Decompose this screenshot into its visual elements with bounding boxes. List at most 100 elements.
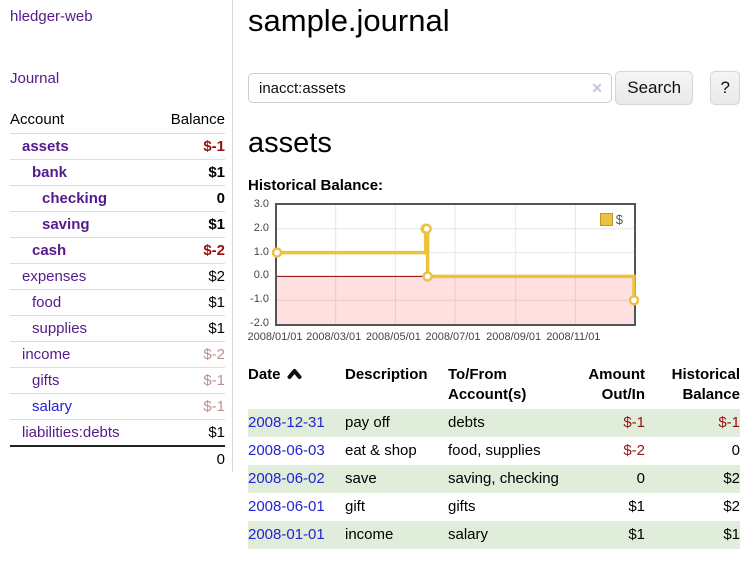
register-header-row: Date Description To/From Account(s) Amou… — [248, 363, 740, 409]
sort-ascending-icon — [287, 369, 302, 379]
account-link[interactable]: assets — [22, 138, 69, 155]
register-col-amount: Amount Out/In — [588, 366, 645, 403]
account-link[interactable]: saving — [42, 216, 90, 233]
transaction-balance: $2 — [723, 498, 740, 515]
x-axis-tick-label: 2008/09/01 — [486, 331, 542, 343]
account-link[interactable]: cash — [32, 242, 67, 259]
account-balance: $2 — [153, 263, 225, 290]
account-link[interactable]: food — [32, 294, 62, 311]
account-row: supplies $1 — [10, 315, 225, 342]
transaction-date-link[interactable]: 2008-06-02 — [248, 470, 325, 487]
account-row: checking 0 — [10, 185, 225, 212]
transaction-balance: $-1 — [645, 409, 740, 437]
accounts-col-balance: Balance — [170, 111, 225, 128]
account-heading: assets — [248, 127, 332, 159]
account-balance: $-2 — [153, 237, 225, 264]
y-axis-tick-label: -1.0 — [250, 293, 269, 306]
account-balance: $1 — [153, 159, 225, 186]
y-axis: 3.0 2.0 1.0 0.0 -1.0 -2.0 — [231, 198, 269, 329]
main-content: sample.journal ✕ Search ? assets Histori… — [247, 0, 740, 549]
accounts-total-row: 0 — [10, 445, 225, 472]
transaction-date-link[interactable]: 2008-06-03 — [248, 442, 325, 459]
transaction-description: eat & shop — [345, 442, 417, 459]
transaction-balance: $2 — [645, 465, 740, 493]
transaction-balance: $1 — [645, 521, 740, 549]
transaction-balance: 0 — [731, 442, 740, 459]
accounts-total-balance: 0 — [153, 445, 225, 472]
transaction-description: income — [345, 521, 448, 549]
transaction-amount: $1 — [628, 498, 645, 515]
transaction-description: gift — [345, 498, 366, 515]
page-title: sample.journal — [248, 3, 450, 38]
transaction-accounts: food, supplies — [448, 442, 541, 459]
y-axis-tick-label: 1.0 — [253, 245, 269, 258]
account-balance: $-1 — [153, 133, 225, 160]
chart-canvas — [271, 205, 640, 324]
x-axis-tick-label: 2008/03/01 — [306, 331, 362, 343]
account-row: bank $1 — [10, 159, 225, 186]
account-row: food $1 — [10, 289, 225, 316]
account-balance: $-1 — [153, 367, 225, 394]
account-balance: $-2 — [153, 341, 225, 368]
transaction-amount: 0 — [573, 465, 645, 493]
y-axis-tick-label: 3.0 — [253, 198, 269, 210]
app-brand-link[interactable]: hledger-web — [10, 8, 93, 25]
chart-legend: $ — [597, 211, 625, 228]
transaction-date-link[interactable]: 2008-01-01 — [248, 526, 325, 543]
x-axis-tick-label: 2008/07/01 — [425, 331, 481, 343]
account-balance: 0 — [153, 185, 225, 212]
account-balance: $1 — [153, 419, 225, 446]
x-axis-tick-label: 2008/05/01 — [365, 331, 421, 343]
transaction-accounts: debts — [448, 409, 573, 437]
transaction-description: save — [345, 465, 448, 493]
account-row: salary $-1 — [10, 393, 225, 420]
accounts-table: Account Balance assets $-1 bank $1 check… — [10, 108, 225, 472]
account-link[interactable]: supplies — [32, 320, 88, 337]
help-button[interactable]: ? — [710, 71, 740, 105]
transaction-amount: $-1 — [573, 409, 645, 437]
register-row: 2008-01-01 income salary $1 $1 — [248, 521, 740, 549]
clear-search-icon[interactable]: ✕ — [591, 80, 603, 96]
y-axis-tick-label: 2.0 — [253, 221, 269, 234]
register-col-description: Description — [345, 366, 428, 383]
account-link[interactable]: gifts — [32, 372, 60, 389]
search-button[interactable]: Search — [615, 71, 694, 105]
account-balance: $-1 — [153, 393, 225, 420]
nav-journal-link[interactable]: Journal — [10, 70, 60, 87]
transaction-date-link[interactable]: 2008-06-01 — [248, 498, 325, 515]
chart-title: Historical Balance: — [248, 177, 384, 194]
account-balance: $1 — [153, 289, 225, 316]
account-link[interactable]: checking — [42, 190, 108, 207]
legend-label: $ — [615, 212, 623, 227]
register-col-balance: Historical Balance — [671, 366, 740, 403]
account-row: saving $1 — [10, 211, 225, 238]
account-row: expenses $2 — [10, 263, 225, 290]
account-row: assets $-1 — [10, 133, 225, 160]
transaction-description: pay off — [345, 409, 448, 437]
register-col-accounts: To/From Account(s) — [448, 366, 527, 403]
account-balance: $1 — [153, 211, 225, 238]
register-row: 2008-06-02 save saving, checking 0 $2 — [248, 465, 740, 493]
account-link[interactable]: expenses — [22, 268, 87, 285]
accounts-col-account: Account — [10, 111, 65, 128]
x-axis: 2008/01/01 2008/03/01 2008/05/01 2008/07/01… — [247, 330, 632, 346]
account-link[interactable]: bank — [32, 164, 68, 181]
historical-balance-chart: $ 3.0 2.0 1.0 0.0 -1.0 -2.0 2008/01/01 2008/03… — [247, 198, 640, 346]
search-bar: ✕ Search ? — [248, 71, 740, 105]
y-axis-tick-label: 0.0 — [253, 269, 269, 282]
account-row: cash $-2 — [10, 237, 225, 264]
register-row: 2008-12-31 pay off debts $-1 $-1 — [248, 409, 740, 437]
register-col-date-label: Date — [248, 366, 281, 383]
register-col-date[interactable]: Date — [248, 363, 345, 409]
transaction-date-link[interactable]: 2008-12-31 — [248, 414, 325, 431]
account-link[interactable]: income — [22, 346, 71, 363]
transaction-accounts: salary — [448, 521, 573, 549]
account-balance: $1 — [153, 315, 225, 342]
sidebar: hledger-web Journal Account Balance asse… — [0, 0, 233, 472]
account-row: liabilities:debts $1 — [10, 419, 225, 446]
register-table: Date Description To/From Account(s) Amou… — [248, 363, 740, 549]
register-row: 2008-06-03 eat & shop food, supplies $-2… — [248, 437, 740, 465]
account-link[interactable]: salary — [32, 398, 73, 415]
account-link[interactable]: liabilities:debts — [22, 424, 120, 441]
search-input[interactable] — [248, 73, 612, 103]
